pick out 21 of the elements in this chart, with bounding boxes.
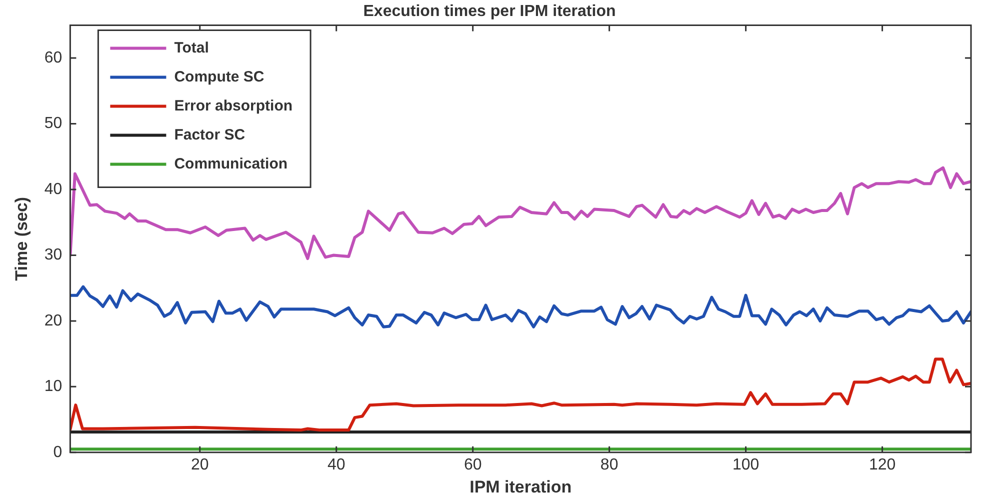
x-tick-label: 100 [732, 456, 760, 474]
x-tick-label: 20 [190, 456, 209, 474]
legend-label: Compute SC [174, 68, 264, 86]
legend-label: Total [174, 39, 209, 56]
legend-label: Factor SC [174, 126, 246, 144]
y-tick-label: 0 [53, 444, 62, 461]
y-tick-label: 50 [44, 115, 62, 132]
legend-label: Error absorption [174, 97, 293, 114]
x-tick-label: 60 [464, 456, 482, 474]
x-axis-title: IPM iteration [470, 477, 572, 496]
y-axis-title: Time (sec) [12, 196, 31, 281]
y-tick-label: 60 [44, 49, 62, 66]
x-tick-label: 80 [600, 456, 618, 474]
y-tick-label: 20 [44, 312, 62, 330]
y-tick-label: 40 [44, 180, 62, 198]
y-tick-label: 10 [44, 378, 62, 396]
x-tick-label: 40 [327, 456, 346, 474]
y-tick-label: 30 [44, 246, 62, 264]
legend-label: Communication [174, 155, 288, 172]
x-tick-label: 120 [868, 456, 896, 474]
chart-title: Execution times per IPM iteration [363, 3, 616, 20]
